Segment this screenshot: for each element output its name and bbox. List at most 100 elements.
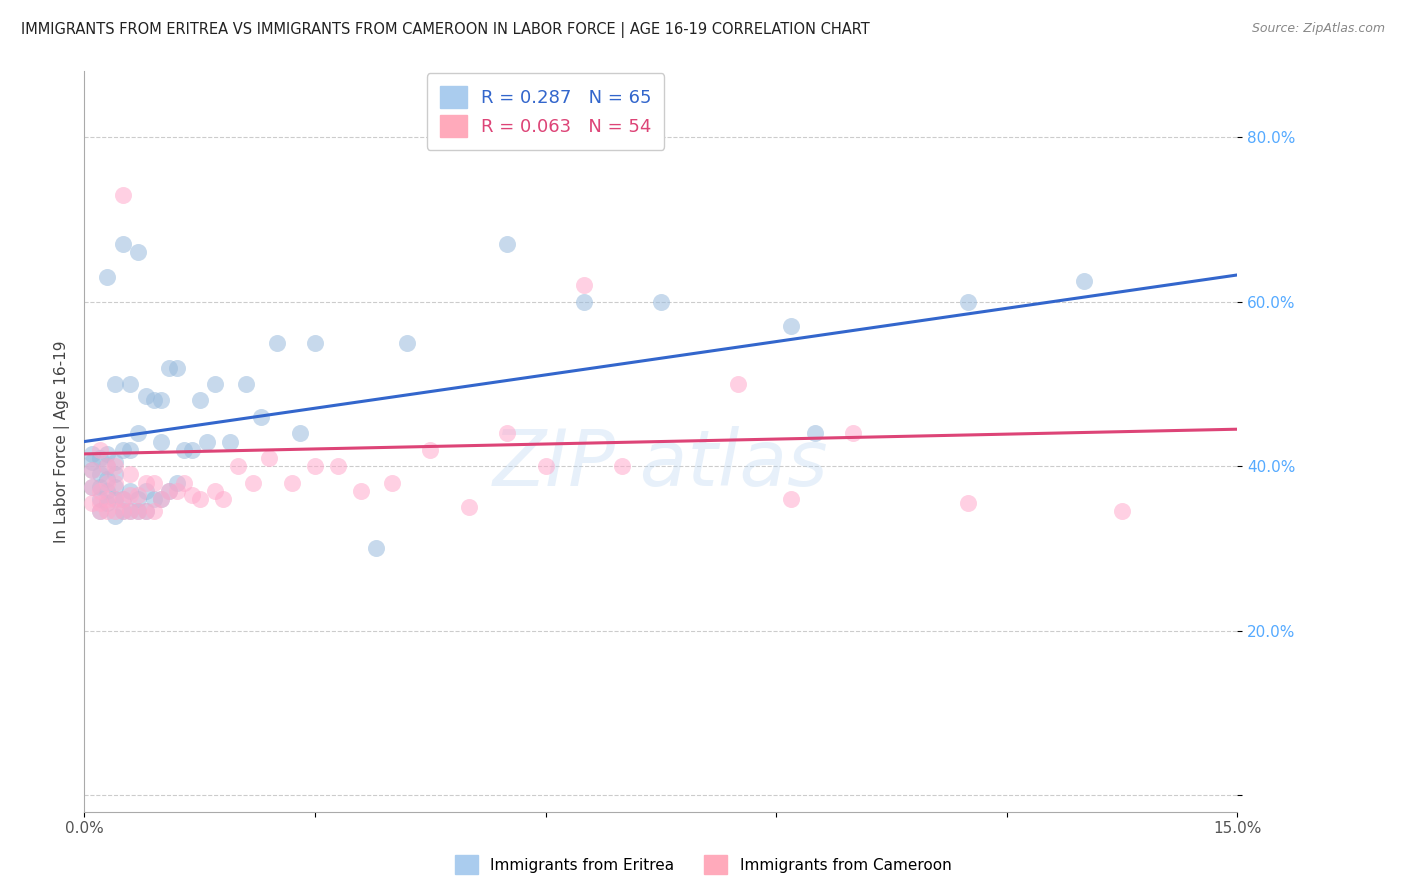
Point bbox=[650, 294, 672, 309]
Point bbox=[104, 455, 127, 469]
Point bbox=[572, 278, 595, 293]
Point bbox=[111, 187, 134, 202]
Point bbox=[572, 294, 595, 309]
Point bbox=[235, 376, 257, 391]
Point bbox=[166, 483, 188, 498]
Point bbox=[127, 245, 149, 260]
Point bbox=[281, 475, 304, 490]
Point bbox=[89, 504, 111, 518]
Point bbox=[120, 467, 142, 482]
Point bbox=[127, 426, 149, 441]
Point bbox=[104, 467, 127, 482]
Point bbox=[80, 463, 103, 477]
Point bbox=[204, 376, 226, 391]
Point bbox=[326, 459, 349, 474]
Point bbox=[157, 483, 180, 498]
Point bbox=[104, 508, 127, 523]
Point bbox=[150, 393, 173, 408]
Point bbox=[226, 459, 249, 474]
Y-axis label: In Labor Force | Age 16-19: In Labor Force | Age 16-19 bbox=[55, 340, 70, 543]
Point bbox=[89, 450, 111, 465]
Point bbox=[157, 483, 180, 498]
Point bbox=[150, 492, 173, 507]
Point bbox=[96, 492, 118, 507]
Point bbox=[104, 475, 127, 490]
Point bbox=[135, 504, 157, 518]
Point bbox=[111, 504, 134, 518]
Point bbox=[96, 483, 118, 498]
Point bbox=[195, 434, 218, 449]
Point bbox=[96, 459, 118, 474]
Point bbox=[457, 500, 479, 515]
Point bbox=[204, 483, 226, 498]
Point bbox=[257, 450, 280, 465]
Point bbox=[127, 492, 149, 507]
Point bbox=[111, 237, 134, 252]
Point bbox=[96, 447, 118, 461]
Point bbox=[104, 504, 127, 518]
Point bbox=[211, 492, 233, 507]
Point bbox=[727, 376, 749, 391]
Point bbox=[104, 492, 127, 507]
Point bbox=[80, 455, 103, 469]
Point bbox=[1111, 504, 1133, 518]
Point bbox=[111, 504, 134, 518]
Point bbox=[104, 480, 127, 494]
Point bbox=[842, 426, 865, 441]
Point bbox=[150, 434, 173, 449]
Point bbox=[89, 467, 111, 482]
Point bbox=[173, 475, 195, 490]
Point bbox=[104, 376, 127, 391]
Point bbox=[96, 475, 118, 490]
Point bbox=[173, 442, 195, 457]
Point bbox=[89, 442, 111, 457]
Point bbox=[80, 480, 103, 494]
Point bbox=[104, 459, 127, 474]
Point bbox=[80, 447, 103, 461]
Point bbox=[219, 434, 242, 449]
Point bbox=[135, 389, 157, 403]
Point bbox=[127, 504, 149, 518]
Point bbox=[89, 483, 111, 498]
Point bbox=[89, 504, 111, 518]
Legend: R = 0.287   N = 65, R = 0.063   N = 54: R = 0.287 N = 65, R = 0.063 N = 54 bbox=[427, 73, 664, 150]
Point bbox=[250, 409, 273, 424]
Point bbox=[89, 492, 111, 507]
Point bbox=[957, 294, 980, 309]
Point bbox=[111, 442, 134, 457]
Point bbox=[96, 270, 118, 285]
Point bbox=[396, 335, 419, 350]
Point bbox=[534, 459, 557, 474]
Point bbox=[96, 496, 118, 510]
Point bbox=[142, 475, 165, 490]
Point bbox=[135, 483, 157, 498]
Point bbox=[612, 459, 634, 474]
Point bbox=[120, 442, 142, 457]
Point bbox=[304, 335, 326, 350]
Point bbox=[120, 483, 142, 498]
Point bbox=[188, 492, 211, 507]
Point bbox=[120, 504, 142, 518]
Text: ZIP atlas: ZIP atlas bbox=[494, 425, 828, 502]
Text: IMMIGRANTS FROM ERITREA VS IMMIGRANTS FROM CAMEROON IN LABOR FORCE | AGE 16-19 C: IMMIGRANTS FROM ERITREA VS IMMIGRANTS FR… bbox=[21, 22, 870, 38]
Point bbox=[120, 376, 142, 391]
Point bbox=[181, 488, 204, 502]
Point bbox=[96, 459, 118, 474]
Point bbox=[188, 393, 211, 408]
Point bbox=[104, 492, 127, 507]
Point bbox=[142, 504, 165, 518]
Point bbox=[1073, 274, 1095, 288]
Point bbox=[157, 360, 180, 375]
Point bbox=[120, 504, 142, 518]
Point bbox=[350, 483, 373, 498]
Point bbox=[242, 475, 264, 490]
Point bbox=[89, 496, 111, 510]
Point bbox=[780, 319, 803, 334]
Point bbox=[266, 335, 288, 350]
Point bbox=[127, 488, 149, 502]
Point bbox=[419, 442, 441, 457]
Point bbox=[381, 475, 404, 490]
Point bbox=[120, 488, 142, 502]
Point bbox=[496, 426, 519, 441]
Point bbox=[957, 496, 980, 510]
